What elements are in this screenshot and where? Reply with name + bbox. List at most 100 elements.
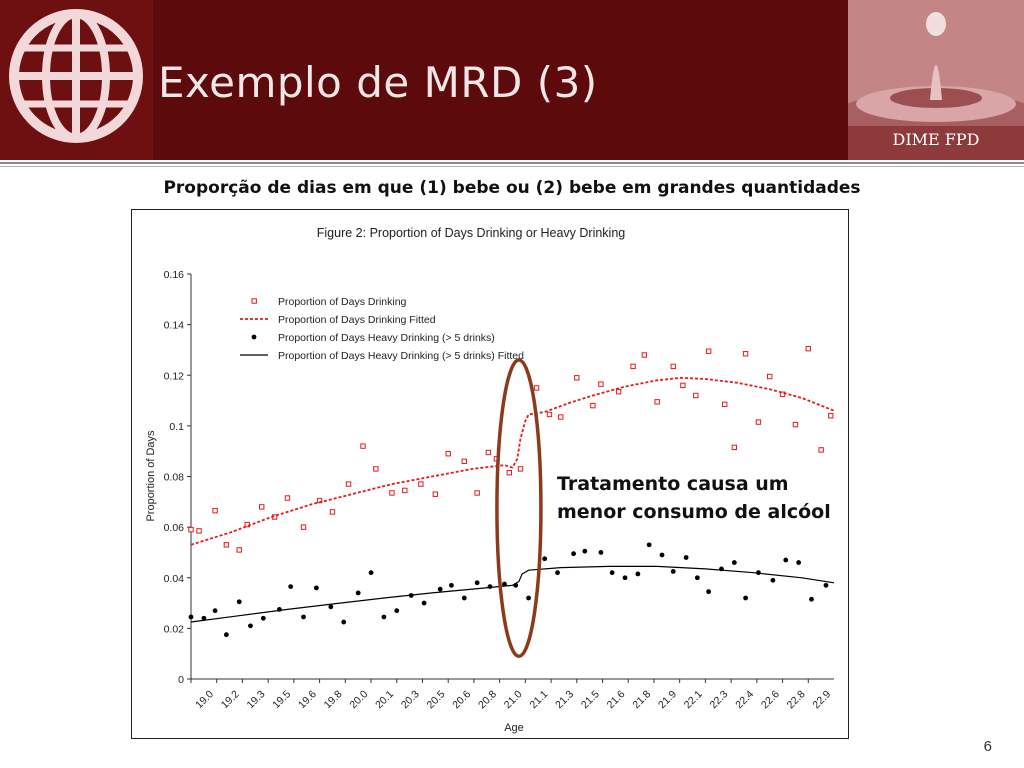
x-tick-label: 22.1 [682, 688, 705, 711]
drinking-point [574, 375, 580, 381]
slide-header: Exemplo de MRD (3) DIME FPD [0, 0, 1024, 160]
heavy-drinking-point [201, 615, 207, 621]
drinking-point [196, 528, 202, 534]
x-tick-label: 22.3 [707, 688, 730, 711]
drinking-point [546, 411, 553, 418]
y-tick-label: 0.02 [164, 623, 185, 635]
legend-label: Proportion of Days Heavy Drinking (> 5 d… [278, 332, 495, 344]
drinking-point [767, 373, 773, 380]
x-tick-label: 20.1 [373, 688, 396, 711]
heavy-drinking-point [526, 595, 531, 601]
heavy-drinking-point [809, 596, 814, 602]
heavy-drinking-point [823, 582, 829, 588]
drinking-point [402, 487, 408, 494]
heavy-drinking-point [683, 555, 689, 560]
drinking-point [558, 414, 564, 420]
drinking-point [755, 419, 762, 425]
brand-label: DIME FPD [892, 130, 980, 149]
treatment-ellipse [495, 358, 543, 658]
drinking-point [670, 363, 676, 370]
drinking-point [654, 399, 660, 405]
drinking-point [615, 389, 622, 395]
heavy-drinking-point [622, 575, 628, 581]
drinking-point [705, 348, 712, 354]
drinking-point [641, 352, 648, 358]
x-tick-label: 19.2 [219, 688, 242, 711]
drinking-point [432, 491, 439, 497]
heavy-drinking-point [355, 590, 361, 596]
drinking-point [223, 542, 230, 548]
y-tick-label: 0.06 [164, 522, 185, 534]
heavy-drinking-point [248, 623, 253, 629]
drinking-point [345, 481, 352, 487]
heavy-drinking-point [646, 542, 652, 548]
header-rule [0, 162, 1024, 164]
series-line-1 [190, 376, 835, 546]
x-tick-label: 21.3 [553, 688, 576, 711]
heavy-drinking-point [212, 608, 218, 614]
x-tick-label: 19.6 [296, 688, 319, 711]
drinking-point [389, 490, 395, 496]
heavy-drinking-point [288, 584, 294, 590]
drinking-point [693, 392, 699, 399]
heavy-drinking-point [555, 570, 560, 576]
drinking-point [598, 381, 604, 387]
drinking-point [731, 444, 738, 451]
x-tick-label: 19.0 [193, 688, 216, 711]
legend-label: Proportion of Days Drinking [278, 296, 407, 308]
drinking-point [259, 504, 265, 510]
heavy-drinking-point [796, 560, 802, 565]
heavy-drinking-point [188, 614, 194, 620]
drinking-point [188, 526, 194, 533]
world-bank-logo [0, 0, 153, 160]
x-tick-label: 22.8 [785, 688, 808, 711]
x-tick-label: 22.4 [733, 688, 756, 711]
y-tick-label: 0.08 [164, 472, 185, 484]
y-tick-label: 0 [178, 674, 184, 686]
drinking-point [680, 382, 686, 389]
drinking-point [630, 363, 636, 370]
y-tick-label: 0.16 [164, 269, 185, 281]
x-tick-label: 22.6 [759, 688, 782, 711]
legend-label: Proportion of Days Heavy Drinking (> 5 d… [278, 350, 524, 362]
y-tick-label: 0.14 [164, 320, 185, 332]
heavy-drinking-point [783, 557, 789, 563]
drinking-point [284, 495, 291, 501]
heavy-drinking-point [770, 577, 776, 583]
legend-dot-swatch [251, 334, 257, 340]
heavy-drinking-point [542, 556, 548, 562]
heavy-drinking-point [449, 582, 454, 588]
x-tick-label: 22.9 [810, 688, 833, 711]
heavy-drinking-point [706, 589, 712, 595]
drinking-point [461, 458, 467, 465]
drinking-point [805, 345, 811, 352]
drinking-point [373, 466, 379, 472]
x-tick-label: 20.3 [399, 688, 422, 711]
x-tick-label: 21.1 [527, 688, 550, 711]
drinking-point [212, 507, 218, 514]
drinking-point [474, 490, 480, 496]
x-tick-label: 21.5 [579, 688, 602, 711]
y-tick-label: 0.12 [164, 370, 185, 382]
heavy-drinking-point [394, 608, 400, 614]
drinking-point [517, 466, 524, 472]
x-tick-label: 20.6 [450, 688, 473, 711]
dime-fpd-logo: DIME FPD [848, 0, 1024, 160]
heavy-drinking-point [260, 615, 266, 621]
heavy-drinking-point [609, 570, 615, 576]
drinking-point [590, 402, 596, 409]
heavy-drinking-point [502, 581, 507, 587]
header-rule-thin [0, 166, 1024, 167]
x-tick-label: 19.3 [245, 688, 268, 711]
heavy-drinking-point [743, 595, 748, 601]
y-axis-label: Proportion of Days [145, 430, 157, 522]
x-tick-label: 21.6 [605, 688, 628, 711]
legend-label: Proportion of Days Drinking Fitted [278, 314, 436, 326]
x-tick-label: 20.0 [347, 688, 370, 711]
heavy-drinking-point [236, 599, 242, 605]
heavy-drinking-point [368, 570, 374, 576]
x-axis-label: Age [504, 722, 524, 734]
heavy-drinking-point [598, 550, 604, 555]
drinking-point [792, 421, 799, 428]
heavy-drinking-point [731, 560, 737, 565]
